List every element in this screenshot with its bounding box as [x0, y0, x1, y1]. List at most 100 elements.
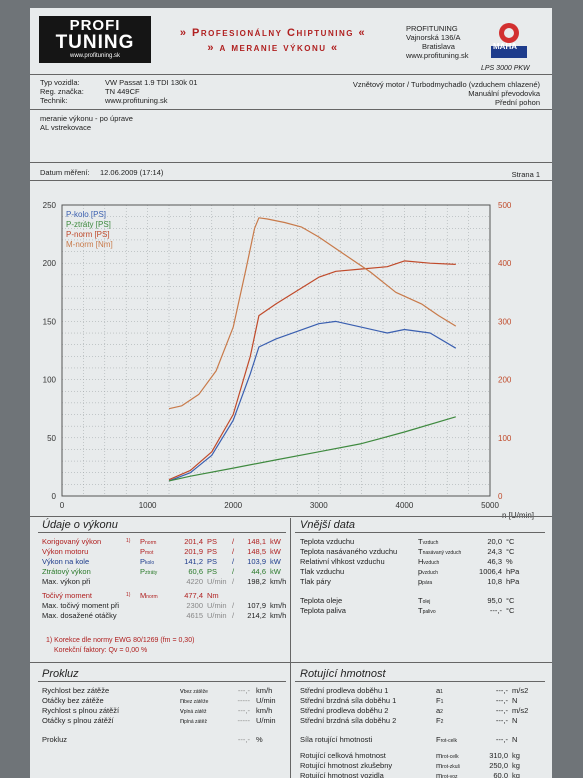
prokluz-unit-0: km/h: [256, 686, 273, 695]
y-left-tick-label: 100: [43, 376, 57, 385]
tech-value: www.profituning.sk: [105, 96, 168, 105]
udaje-value1-5: 477,4: [184, 591, 203, 600]
udaje-sep-2: /: [232, 557, 235, 566]
udaje-unit1-5: Nm: [207, 591, 219, 600]
dyno-report-sheet: PROFI TUNING www.profituning.sk » Profes…: [30, 8, 552, 778]
prokluz-underline: [38, 681, 286, 682]
rotujici-value-1: ---,-: [495, 696, 508, 705]
rotujici-label-5: Rotující celková hmotnost: [300, 751, 386, 760]
series-line-0: [168, 320, 457, 482]
vnejsi-label-0: Teplota vzduchu: [300, 537, 355, 546]
maha-logo: [491, 23, 527, 58]
udaje-unit1-6: U/min: [207, 601, 227, 610]
rotujici-symbol-7-subscript: rot-voz: [442, 774, 458, 778]
udaje-symbol-1-subscript: mot: [145, 550, 154, 556]
udaje-title: Údaje o výkonu: [42, 519, 118, 531]
udaje-symbol-2: Pkolo: [140, 557, 155, 566]
reg-value: TN 449CF: [105, 87, 140, 96]
legend-entry-2: P-norm [PS]: [66, 230, 110, 239]
legend-entry-0: P-kolo [PS]: [66, 210, 106, 219]
korekce-note: 1) Korekce dle normy EWG 80/1269 (fm = 0…: [46, 637, 195, 644]
note-line2: AL vstrekovace: [40, 123, 91, 132]
udaje-value1-6: 2300: [186, 601, 203, 610]
udaje-sep-6: /: [232, 601, 235, 610]
tech-label: Technik:: [40, 96, 68, 105]
udaje-unit1-7: U/min: [207, 611, 227, 620]
x-tick-label: 1000: [139, 501, 157, 510]
note-line1: meranie výkonu - po úprave: [40, 114, 133, 123]
company-web: www.profituning.sk: [406, 51, 469, 60]
udaje-mark-5: 1): [126, 592, 131, 598]
udaje-value1-0: 201,4: [184, 537, 203, 546]
prokluz-symbol-2: vplná zátěž: [180, 706, 207, 715]
company-name: PROFITUNING: [406, 24, 458, 33]
prokluz-symbol-2-subscript: plná zátěž: [183, 709, 207, 715]
udaje-value2-4: 198,2: [247, 577, 266, 586]
rotujici-label-2: Střední prodleva doběhu 2: [300, 706, 389, 715]
rotujici-symbol-1-subscript: 1: [440, 699, 444, 705]
vnejsi-symbol-2-subscript: vzduch: [423, 560, 440, 566]
udaje-value1-1: 201,9: [184, 547, 203, 556]
notes-divider: [30, 162, 552, 163]
udaje-unit1-2: PS: [207, 557, 218, 566]
korekce-factor: Korekční faktory: Qv = 0,00 %: [54, 647, 148, 654]
prokluz-unit-4: %: [256, 735, 263, 744]
y-right-tick-label: 300: [498, 317, 512, 326]
legend-entry-3: M-norm [Nm]: [66, 240, 113, 249]
udaje-symbol-5: Mnorm: [140, 591, 158, 600]
rotujici-symbol-2-subscript: 2: [440, 709, 443, 715]
udaje-value2-0: 148,1: [247, 537, 266, 546]
rotujici-symbol-4: Frot-celk: [436, 735, 457, 744]
drive-type: Přední pohon: [494, 98, 540, 107]
rotujici-unit-5: kg: [512, 751, 520, 760]
vnejsi-symbol-5-subscript: olej: [422, 599, 431, 605]
rotujici-unit-2: m/s2: [512, 706, 529, 715]
prokluz-label-4: Prokluz: [42, 735, 68, 744]
type-value: VW Passat 1.9 TDI 130k 01: [105, 78, 198, 87]
udaje-value1-4: 4220: [186, 577, 203, 586]
y-left-tick-label: 250: [43, 201, 57, 210]
rotujici-value-7: 60,0: [493, 771, 508, 778]
rotujici-value-4: ---,-: [495, 735, 508, 744]
prokluz-symbol-0-subscript: bez zátěže: [183, 689, 208, 695]
prokluz-value-3: -----: [237, 716, 251, 725]
udaje-label-6: Max. točivý moment při: [42, 601, 120, 610]
udaje-label-1: Výkon motoru: [42, 547, 89, 556]
header-title-1: » Profesionálny Chiptuning «: [179, 27, 367, 39]
vnejsi-label-2: Relativní vlhkost vzduchu: [300, 557, 385, 566]
y-right-tick-label: 200: [498, 376, 512, 385]
rotujici-unit-7: kg: [512, 771, 520, 778]
rotujici-value-0: ---,-: [495, 686, 508, 695]
page-number: Strana 1: [511, 170, 540, 179]
series-line-1: [168, 416, 456, 482]
header-title-2: » a meranie výkonu «: [207, 42, 339, 54]
rotujici-value-2: ---,-: [495, 706, 508, 715]
prokluz-value-4: ---,-: [237, 735, 250, 744]
udaje-value2-2: 103,9: [247, 557, 266, 566]
udaje-value1-3: 60,6: [188, 567, 203, 576]
udaje-value1-7: 4615: [186, 611, 203, 620]
x-tick-label: 3000: [310, 501, 328, 510]
vnejsi-unit-1: °C: [506, 547, 515, 556]
vnejsi-unit-0: °C: [506, 537, 515, 546]
vnejsi-symbol-2: Hvzduch: [418, 557, 440, 566]
prokluz-unit-3: U/min: [256, 716, 276, 725]
prokluz-unit-2: km/h: [256, 706, 273, 715]
vnejsi-underline: [295, 532, 545, 533]
udaje-value2-7: 214,2: [247, 611, 266, 620]
vnejsi-symbol-4-subscript: pára: [422, 580, 433, 586]
vnejsi-value-2: 46,3: [487, 557, 502, 566]
udaje-sep-1: /: [232, 547, 235, 556]
vnejsi-symbol-1-subscript: nasávaný vzduch: [422, 550, 462, 556]
vnejsi-label-1: Teplota nasávaného vzduchu: [300, 547, 398, 556]
header-divider: [30, 74, 552, 75]
series-line-3: [168, 217, 457, 410]
udaje-mark-0: 1): [126, 538, 131, 544]
column-divider: [290, 518, 291, 778]
vnejsi-label-3: Tlak vzduchu: [300, 567, 345, 576]
rotujici-symbol-5: mrot-celk: [436, 751, 459, 760]
logo-line2: TUNING: [55, 32, 135, 53]
udaje-label-2: Výkon na kole: [42, 557, 90, 566]
udaje-symbol-3-subscript: ztráty: [145, 570, 158, 576]
gearbox-type: Manuální převodovka: [468, 89, 540, 98]
